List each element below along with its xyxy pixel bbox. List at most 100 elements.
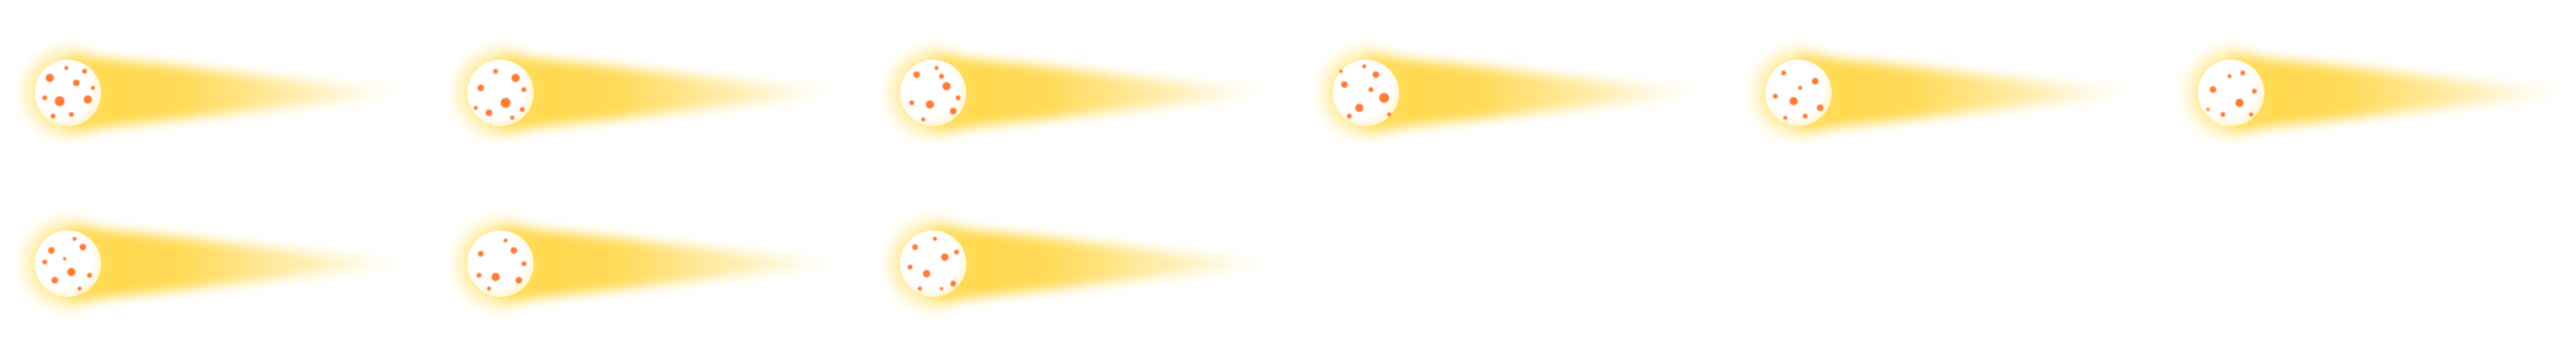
fireball-spot — [1362, 64, 1367, 69]
fireball-spot — [477, 250, 484, 257]
fireball-spot — [42, 95, 47, 100]
fireball-spot — [950, 108, 956, 114]
fireball-spot — [473, 105, 478, 110]
fireball-spot — [950, 280, 956, 287]
fireball-spot — [2210, 86, 2216, 93]
fireball-spot — [2206, 108, 2210, 111]
fireball-frame-1 — [17, 41, 399, 144]
fireball-trail — [68, 227, 399, 300]
fireball-spot — [1355, 104, 1363, 112]
fireball-core — [467, 60, 534, 126]
fireball-spot — [1347, 114, 1352, 119]
fireball-spot — [501, 98, 511, 108]
fireball-spot — [55, 96, 65, 106]
fireball-spot — [2220, 112, 2225, 117]
fireball-core — [1765, 60, 1832, 126]
fireball-spot — [42, 260, 47, 265]
fireball-spot — [48, 247, 55, 254]
fireball-spot — [2249, 112, 2254, 117]
fireball-spot — [942, 82, 951, 90]
fireball-trail — [933, 56, 1265, 129]
fireball-spot — [1341, 81, 1348, 88]
fireball-spot — [932, 236, 937, 241]
fireball-spot — [921, 117, 926, 122]
fireball-spot — [46, 74, 54, 82]
fireball-spot — [1803, 114, 1808, 119]
fireball-spot — [908, 265, 913, 270]
fireball-spot — [51, 277, 58, 284]
fireball-spot — [491, 273, 500, 281]
fireball-spot — [1817, 104, 1823, 111]
fireball-spot — [941, 253, 949, 261]
fireball-spot — [956, 95, 961, 100]
fireball-spot — [1373, 71, 1379, 78]
fireball-trail — [501, 227, 832, 300]
fireball-spot — [477, 85, 484, 91]
fireball-spot — [1798, 85, 1803, 90]
fireball-spot — [909, 100, 914, 105]
fireball-spot — [67, 268, 75, 276]
fireball-spot — [72, 236, 77, 241]
fireball-spot — [954, 250, 959, 255]
fireball-spot — [87, 273, 92, 278]
fireball-trail — [68, 56, 399, 129]
fireball-spot — [922, 270, 931, 278]
fireball-core — [1333, 60, 1399, 126]
fireball-spot — [90, 85, 95, 90]
fireball-core — [35, 60, 101, 126]
fireball-spot — [511, 247, 517, 254]
fireball-spot — [69, 112, 74, 117]
fireball-spot — [1781, 70, 1786, 75]
fireball-spot — [918, 286, 922, 291]
fireball-spot — [77, 286, 82, 291]
fireball-core — [2198, 60, 2264, 126]
fireball-spot — [80, 244, 86, 250]
fireball-spot — [73, 80, 80, 86]
fireball-spot — [64, 66, 69, 70]
fireball-spot — [82, 69, 87, 74]
fireball-trail — [933, 227, 1265, 300]
fireball-spot — [939, 74, 944, 79]
fireball-frame-6 — [2180, 41, 2563, 144]
fireball-spot — [521, 87, 526, 92]
fireball-spot — [1339, 70, 1343, 73]
fireball-trail — [1799, 56, 2130, 129]
fireball-spot — [477, 273, 482, 278]
fireball-spot — [2240, 70, 2245, 75]
fireball-frame-4 — [1315, 41, 1697, 144]
fireball-frame-2 — [449, 41, 832, 144]
fireball-spot — [487, 286, 491, 291]
fireball-spot — [912, 244, 918, 250]
fireball-spot — [84, 95, 92, 104]
fireball-spot — [2252, 89, 2257, 94]
fireball-spot — [516, 277, 522, 284]
fireball-spot — [1783, 115, 1788, 120]
fireball-frame-8 — [449, 212, 832, 315]
fireball-spot — [493, 69, 498, 74]
fireball-spot — [913, 71, 920, 78]
fireball-spot — [1789, 97, 1798, 105]
fireball-spot — [1387, 112, 1392, 117]
fireball-spot — [1368, 87, 1373, 92]
fireball-spot — [1812, 78, 1818, 85]
fireball-trail — [1366, 56, 1697, 129]
fireball-spot — [934, 66, 939, 70]
fireball-spot — [926, 100, 934, 109]
fireball-frame-7 — [17, 212, 399, 315]
fireball-spot — [511, 74, 520, 82]
fireball-core — [900, 231, 966, 297]
fireball-spot — [521, 261, 526, 266]
fireball-core — [900, 60, 966, 126]
fireball-frame-3 — [882, 41, 1265, 144]
fireball-spot — [63, 257, 66, 260]
fireball-trail — [501, 56, 832, 129]
fireball-frame-9 — [882, 212, 1265, 315]
fireball-spot — [2235, 99, 2244, 107]
fireball-spot — [2227, 74, 2232, 79]
fireball-spot — [51, 114, 56, 119]
fireball-spot — [1379, 93, 1389, 103]
fireball-trail — [2231, 56, 2563, 129]
fireball-spot — [940, 287, 943, 290]
fireball-frame-5 — [1747, 41, 2130, 144]
